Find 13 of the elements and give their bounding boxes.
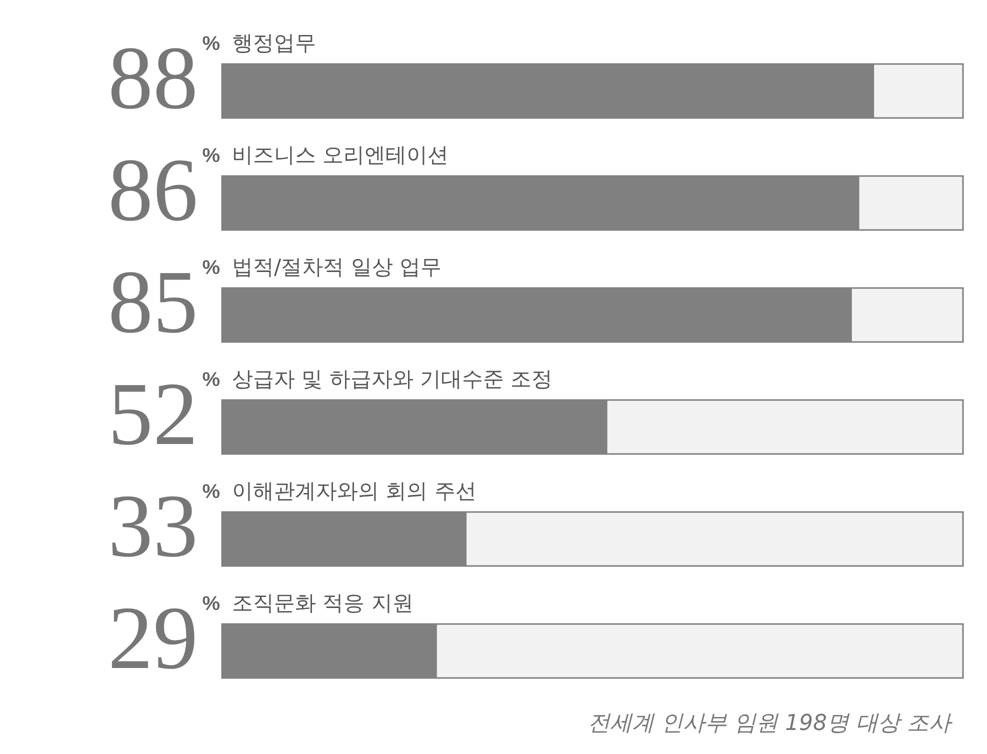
text: 전세계 인사부 임원 198명 대상 조사: [587, 710, 954, 738]
data-label: 88%: [108, 29, 220, 128]
y-tick-label: 이해관계자와의 회의 주선: [232, 479, 476, 503]
data-label: 52%: [108, 365, 220, 464]
data-label: 85%: [108, 253, 220, 352]
y-tick-label: 법적/절차적 일상 업무: [232, 255, 442, 279]
data-label: 86%: [108, 141, 220, 240]
data-label: 29%: [108, 589, 220, 688]
y-tick-label: 비즈니스 오리엔테이션: [232, 143, 449, 167]
data-label: 33%: [108, 477, 220, 576]
y-tick-label: 상급자 및 하급자와 기대수준 조정: [232, 367, 553, 391]
y-tick-label: 조직문화 적응 지원: [232, 591, 414, 615]
y-tick-label: 행정업무: [232, 31, 316, 55]
